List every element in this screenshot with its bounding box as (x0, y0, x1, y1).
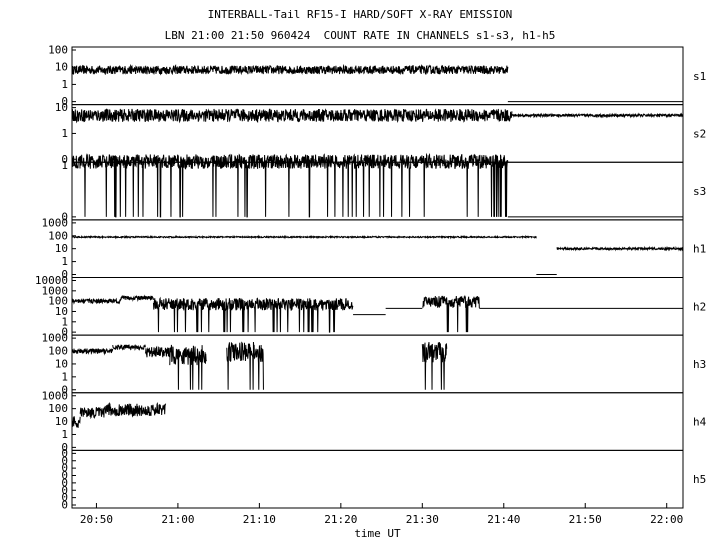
ytick-label-h5-1: 0 (61, 454, 68, 467)
panel-label-h3: h3 (693, 358, 706, 371)
ytick-label-h5-7: 0 (61, 499, 68, 512)
ytick-label-s2-0: 10 (55, 101, 68, 114)
series-h2-segment-5 (422, 294, 480, 333)
panel-frame-h3 (71, 334, 684, 394)
series-h4-segment-1 (79, 406, 105, 420)
panel-frame-h5 (71, 449, 684, 509)
ytick-label-h3-0: 1000 (42, 332, 69, 345)
chart-subtitle: LBN 21:00 21:50 960424 COUNT RATE IN CHA… (164, 29, 556, 42)
series-s2-segment-1 (511, 112, 684, 119)
ytick-label-s1-3: 0 (61, 95, 68, 108)
ytick-label-h3-4: 0 (61, 383, 68, 396)
ytick-label-h5-2: 0 (61, 462, 68, 475)
ytick-label-s3-0: 1 (61, 159, 68, 172)
series-h4-segment-0 (71, 416, 81, 428)
series-h3-segment-5 (421, 341, 448, 390)
panel-label-h4: h4 (693, 416, 707, 429)
ytick-label-s1-0: 100 (48, 44, 68, 57)
ytick-label-h5-3: 0 (61, 469, 68, 482)
xtick-label-4: 21:30 (406, 513, 439, 526)
series-h3-segment-1 (112, 344, 146, 351)
ytick-label-h2-0: 10000 (35, 274, 68, 287)
panel-label-h1: h1 (693, 243, 706, 256)
xtick-label-0: 20:50 (80, 513, 113, 526)
ytick-label-h2-1: 1000 (42, 284, 69, 297)
x-axis-label: time UT (354, 527, 401, 540)
ytick-label-h3-3: 1 (61, 370, 68, 383)
xtick-label-2: 21:10 (243, 513, 276, 526)
xtick-label-6: 21:50 (569, 513, 602, 526)
panel-frame-s1 (71, 46, 684, 106)
series-s1-segment-0 (71, 63, 509, 76)
ytick-label-h1-0: 1000 (42, 216, 69, 229)
ytick-label-h1-4: 0 (61, 268, 68, 281)
series-h1-segment-2 (556, 245, 684, 252)
series-h2-segment-1 (120, 294, 154, 303)
series-h3-segment-3 (169, 344, 207, 390)
panel-frame-h4 (71, 392, 684, 451)
ytick-label-h3-1: 100 (48, 345, 68, 358)
series-s2-segment-0 (71, 108, 513, 124)
ytick-label-h1-2: 10 (55, 242, 68, 255)
panel-frame-s3 (71, 161, 684, 221)
ytick-label-h2-2: 100 (48, 295, 68, 308)
series-h3-segment-2 (144, 345, 171, 358)
ytick-label-h1-3: 1 (61, 255, 68, 268)
ytick-label-s3-1: 0 (61, 210, 68, 223)
ytick-label-h2-5: 0 (61, 326, 68, 339)
ytick-label-h5-0: 0 (61, 447, 68, 460)
series-s3-segment-0 (71, 152, 509, 218)
panel-label-h5: h5 (693, 473, 706, 486)
xtick-label-5: 21:40 (487, 513, 520, 526)
series-h3-segment-4 (226, 341, 264, 390)
ytick-label-h4-4: 0 (61, 441, 68, 454)
ytick-label-h5-5: 0 (61, 484, 68, 497)
xtick-label-3: 21:20 (324, 513, 357, 526)
ytick-label-h4-0: 1000 (42, 389, 69, 402)
ytick-label-h3-2: 10 (55, 357, 68, 370)
ytick-label-h2-4: 1 (61, 315, 68, 328)
panel-label-s2: s2 (693, 127, 706, 140)
series-h2-segment-0 (71, 297, 122, 305)
ytick-label-h1-1: 100 (48, 229, 68, 242)
panel-label-s1: s1 (693, 70, 706, 83)
series-h4-segment-2 (104, 401, 167, 418)
panel-label-s3: s3 (693, 185, 706, 198)
series-h2-segment-2 (152, 296, 354, 333)
ytick-label-h4-1: 100 (48, 402, 68, 415)
ytick-label-s1-2: 1 (61, 78, 68, 91)
ytick-label-h4-2: 10 (55, 415, 68, 428)
ytick-label-h4-3: 1 (61, 428, 68, 441)
ytick-label-h2-3: 10 (55, 305, 68, 318)
chart-title: INTERBALL-Tail RF15-I HARD/SOFT X-RAY EM… (207, 8, 513, 21)
ytick-label-s2-1: 1 (61, 127, 68, 140)
ytick-label-s1-1: 10 (55, 61, 68, 74)
series-h1-segment-0 (71, 234, 537, 240)
xtick-label-1: 21:00 (161, 513, 194, 526)
ytick-label-h5-4: 0 (61, 476, 68, 489)
series-h3-segment-0 (71, 347, 114, 356)
xtick-label-7: 22:00 (650, 513, 683, 526)
ytick-label-h5-6: 0 (61, 491, 68, 504)
ytick-label-s2-2: 0 (61, 153, 68, 166)
panel-label-h2: h2 (693, 300, 706, 313)
